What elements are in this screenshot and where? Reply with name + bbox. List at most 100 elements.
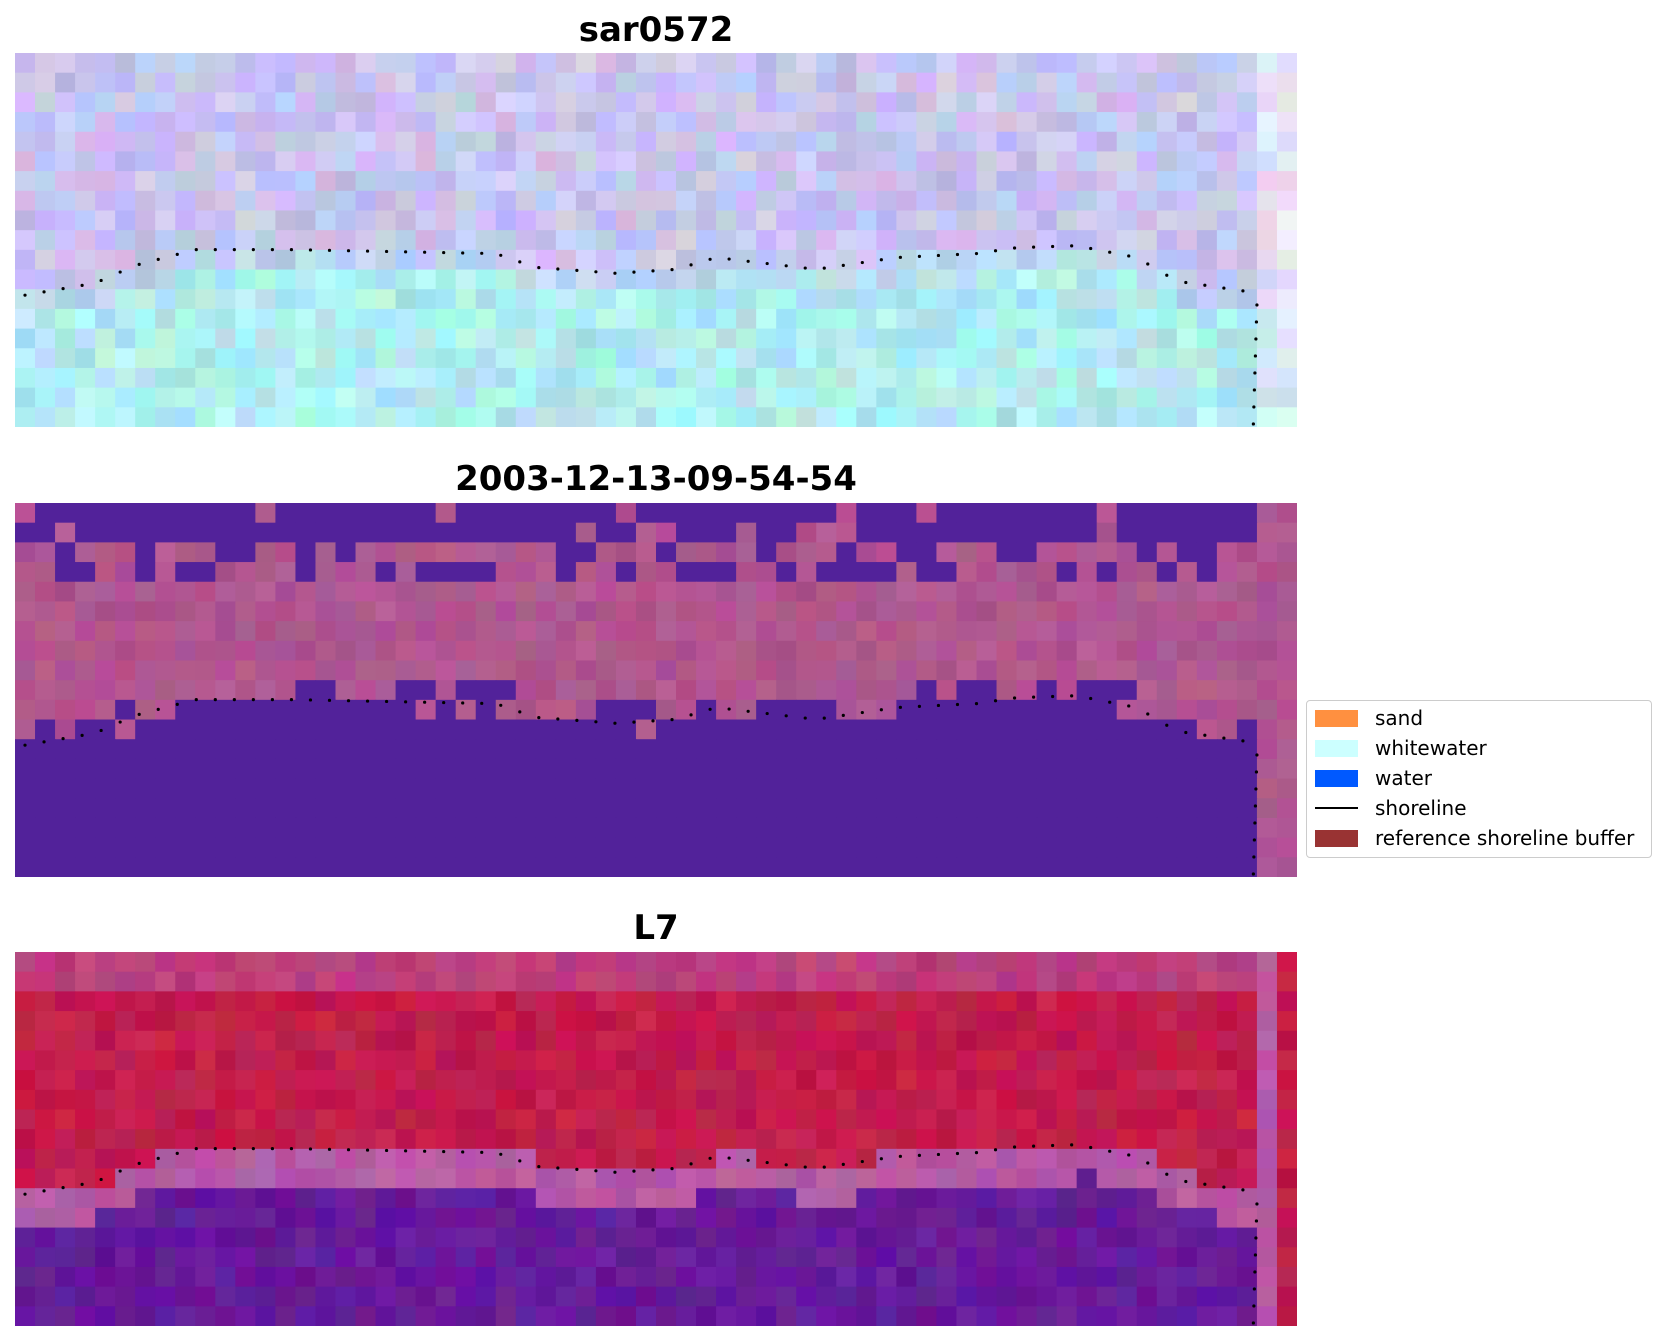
image-pixel <box>776 699 797 721</box>
image-pixel <box>155 1129 176 1150</box>
image-pixel <box>575 1227 597 1248</box>
image-pixel <box>1256 210 1278 231</box>
image-pixel <box>756 1011 777 1032</box>
image-pixel <box>1096 798 1118 819</box>
image-pixel <box>115 1011 136 1032</box>
image-pixel <box>495 601 517 622</box>
image-pixel <box>515 407 537 427</box>
image-pixel <box>776 542 797 563</box>
image-pixel <box>95 581 116 603</box>
image-pixel <box>235 562 256 583</box>
image-pixel <box>1056 171 1078 192</box>
buffer-swatch <box>1315 829 1358 847</box>
image-pixel <box>796 72 817 93</box>
image-pixel <box>375 971 397 992</box>
image-pixel <box>1156 971 1178 992</box>
image-pixel <box>395 1070 417 1091</box>
image-pixel <box>1056 542 1078 563</box>
image-pixel <box>515 112 537 133</box>
image-pixel <box>1116 230 1138 251</box>
image-pixel <box>475 308 497 330</box>
image-pixel <box>335 367 357 389</box>
image-pixel <box>1016 249 1038 271</box>
image-pixel <box>575 112 597 133</box>
image-pixel <box>1096 190 1118 212</box>
image-pixel <box>535 92 557 113</box>
image-pixel <box>996 328 1018 349</box>
image-pixel <box>255 1129 277 1150</box>
image-pixel <box>355 171 377 192</box>
image-pixel <box>495 1247 517 1268</box>
image-pixel <box>1236 249 1258 271</box>
image-pixel <box>1156 660 1178 681</box>
image-pixel <box>1116 1188 1138 1209</box>
image-pixel <box>615 798 637 819</box>
image-pixel <box>1036 1207 1058 1229</box>
image-pixel <box>75 581 96 603</box>
image-pixel <box>495 660 517 681</box>
image-pixel <box>95 699 116 721</box>
image-pixel <box>676 522 697 543</box>
image-pixel <box>215 1266 236 1288</box>
image-pixel <box>976 1030 998 1052</box>
image-pixel <box>736 308 757 330</box>
image-pixel <box>455 1227 477 1248</box>
shoreline-point <box>1108 250 1112 254</box>
image-pixel <box>395 1030 417 1052</box>
image-pixel <box>1256 112 1278 133</box>
image-pixel <box>95 952 116 973</box>
image-pixel <box>976 1227 998 1248</box>
image-pixel <box>1096 699 1118 721</box>
image-pixel <box>1156 522 1178 543</box>
image-pixel <box>736 1207 757 1229</box>
image-pixel <box>515 1109 537 1130</box>
image-pixel <box>1176 503 1198 524</box>
image-pixel <box>35 1148 56 1170</box>
image-pixel <box>956 1207 978 1229</box>
image-pixel <box>1216 1070 1238 1091</box>
image-pixel <box>936 503 958 524</box>
image-pixel <box>375 171 397 192</box>
image-pixel <box>1256 230 1278 251</box>
image-pixel <box>1176 1129 1198 1150</box>
image-pixel <box>856 778 877 799</box>
image-pixel <box>856 348 877 369</box>
image-pixel <box>1016 210 1038 231</box>
image-pixel <box>856 249 877 271</box>
image-pixel <box>455 1030 477 1052</box>
image-pixel <box>816 1188 837 1209</box>
image-pixel <box>1276 171 1297 192</box>
image-pixel <box>175 269 196 290</box>
image-pixel <box>355 640 377 662</box>
image-pixel <box>656 72 677 93</box>
image-pixel <box>255 1286 277 1307</box>
image-pixel <box>996 1011 1018 1032</box>
image-pixel <box>796 601 817 622</box>
image-pixel <box>215 699 236 721</box>
image-pixel <box>1176 1050 1198 1071</box>
image-pixel <box>1016 542 1038 563</box>
image-pixel <box>275 952 297 973</box>
image-pixel <box>215 72 236 93</box>
image-pixel <box>635 542 657 563</box>
image-pixel <box>35 289 56 310</box>
image-pixel <box>896 739 918 760</box>
image-pixel <box>135 1011 156 1032</box>
image-pixel <box>856 857 877 877</box>
image-pixel <box>415 348 437 369</box>
image-pixel <box>676 952 697 973</box>
image-pixel <box>816 758 837 780</box>
image-pixel <box>235 758 256 780</box>
image-pixel <box>195 1050 216 1071</box>
image-pixel <box>335 817 357 839</box>
image-pixel <box>595 857 617 877</box>
image-pixel <box>996 1266 1018 1288</box>
image-pixel <box>135 1070 156 1091</box>
image-pixel <box>1136 971 1158 992</box>
image-pixel <box>1276 1286 1297 1307</box>
image-pixel <box>1096 1070 1118 1091</box>
image-pixel <box>135 289 156 310</box>
image-pixel <box>1136 269 1158 290</box>
image-pixel <box>155 1148 176 1170</box>
image-pixel <box>215 542 236 563</box>
